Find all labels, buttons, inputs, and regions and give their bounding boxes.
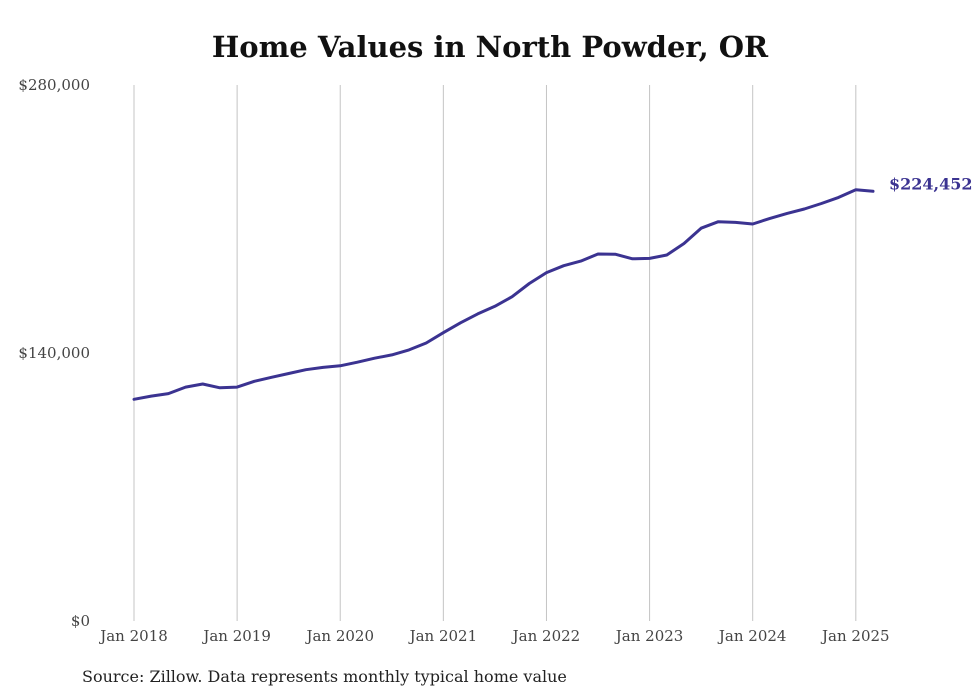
gridlines <box>133 85 857 621</box>
y-tick-label: $140,000 <box>18 344 90 362</box>
end-value-label: $224,452 <box>889 174 973 193</box>
x-tick-label: Jan 2024 <box>717 627 787 645</box>
x-tick-label: Jan 2025 <box>820 627 890 645</box>
axis-labels: Jan 2018 Jan 2019 Jan 2020 Jan 2021 Jan 2022… <box>18 76 889 645</box>
y-tick-label: $280,000 <box>18 76 90 94</box>
x-tick-label: Jan 2020 <box>304 627 374 645</box>
series-layer: $224,452 <box>132 174 973 401</box>
y-tick-label: $0 <box>71 612 90 630</box>
series-line <box>132 188 875 401</box>
x-tick-label: Jan 2019 <box>201 627 271 645</box>
x-tick-label: Jan 2018 <box>98 627 168 645</box>
source-note: Source: Zillow. Data represents monthly … <box>82 667 567 686</box>
x-tick-label: Jan 2021 <box>408 627 478 645</box>
chart-title: Home Values in North Powder, OR <box>211 30 769 64</box>
x-tick-label: Jan 2023 <box>614 627 684 645</box>
x-tick-label: Jan 2022 <box>511 627 581 645</box>
